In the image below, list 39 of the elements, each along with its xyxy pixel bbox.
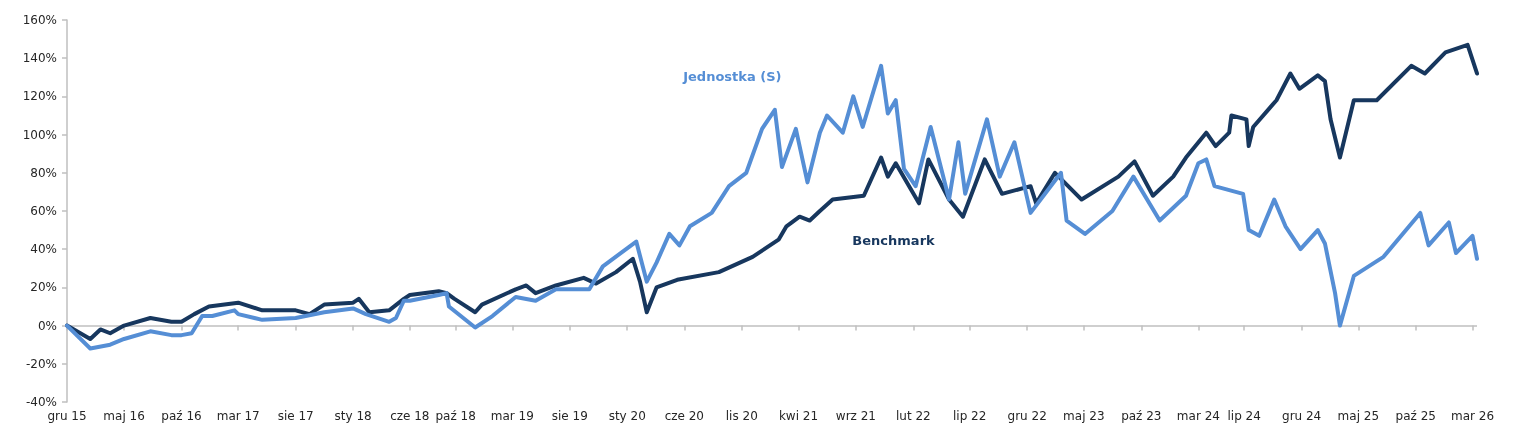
x-tick-label: sty 20	[608, 409, 646, 423]
y-tick-label: 140%	[22, 51, 57, 66]
y-tick-label: 20%	[30, 280, 57, 295]
x-tick-label: lis 20	[725, 409, 758, 423]
x-tick-label: sie 17	[277, 409, 314, 423]
x-tick-label: paź 18	[435, 409, 476, 423]
y-tick-label: 80%	[30, 165, 57, 180]
x-tick-label: lip 24	[1227, 409, 1261, 423]
x-tick-label: gru 24	[1282, 409, 1322, 423]
x-tick-label: lut 22	[896, 409, 931, 423]
x-tick-label: mar 24	[1176, 409, 1220, 423]
x-tick-label: maj 25	[1337, 409, 1380, 423]
x-tick-label: maj 16	[103, 409, 145, 423]
x-tick-label: cze 18	[390, 409, 430, 423]
x-tick-label: sie 19	[551, 409, 588, 423]
x-tick-label: kwi 21	[778, 409, 819, 423]
y-tick-label: 0%	[37, 318, 57, 333]
y-tick-label: 100%	[22, 127, 57, 142]
y-tick-label: 160%	[22, 13, 57, 27]
y-tick-label: 120%	[22, 89, 57, 104]
x-tick-label: mar 17	[216, 409, 260, 423]
x-tick-label: maj 23	[1063, 409, 1105, 423]
x-tick-label: paź 23	[1121, 409, 1162, 423]
x-tick-label: paź 25	[1395, 409, 1436, 423]
y-tick-label: -20%	[25, 356, 57, 371]
x-tick-label: lip 22	[953, 409, 987, 423]
x-tick-label: mar 26	[1450, 409, 1495, 423]
text: Jednostka (S)	[682, 68, 782, 84]
x-tick-label: sty 18	[334, 409, 372, 423]
x-tick-label: gru 15	[47, 409, 87, 423]
x-tick-label: paź 16	[161, 409, 202, 423]
x-tick-label: wrz 21	[835, 409, 876, 423]
y-tick-label: -40%	[25, 395, 57, 409]
y-tick-label: 40%	[30, 242, 57, 257]
text: Benchmark	[852, 232, 936, 248]
x-tick-label: gru 22	[1007, 409, 1047, 423]
y-tick-label: 60%	[30, 204, 57, 218]
x-tick-label: cze 20	[664, 409, 705, 423]
x-tick-label: mar 19	[490, 409, 534, 423]
